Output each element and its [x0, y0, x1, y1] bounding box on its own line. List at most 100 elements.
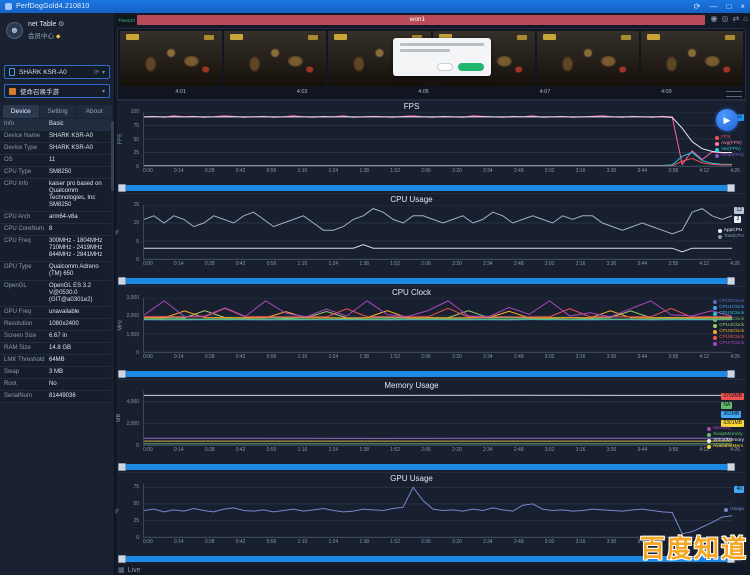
- fps-plot[interactable]: [143, 112, 732, 167]
- play-button[interactable]: ▶: [716, 109, 738, 131]
- info-label: CPU CoreNum: [4, 226, 45, 232]
- compare-icon[interactable]: ⇄: [732, 14, 740, 23]
- y-tick-label: 0: [136, 257, 139, 263]
- legend-item[interactable]: CPU3Clock: [713, 317, 744, 322]
- slider-left-handle[interactable]: [118, 555, 126, 563]
- device-refresh-icon[interactable]: ⟳: [93, 69, 99, 76]
- gpu-usage-plot[interactable]: [143, 484, 732, 538]
- slider-right-handle[interactable]: [727, 184, 735, 192]
- dialog-cancel-button[interactable]: [437, 63, 453, 71]
- legend-item[interactable]: CPU7Clock: [713, 341, 744, 346]
- time-range-slider[interactable]: [118, 370, 735, 378]
- cpu-clock-plot[interactable]: [143, 298, 732, 353]
- time-range-slider[interactable]: [118, 463, 735, 471]
- record-icon[interactable]: ◉: [710, 14, 718, 23]
- legend-item[interactable]: CPU1Clock: [713, 305, 744, 310]
- game-screenshot-thumbnail[interactable]: [120, 31, 223, 86]
- user-avatar[interactable]: ☻: [6, 21, 23, 39]
- legend-item[interactable]: AppCPU: [717, 228, 744, 233]
- phone-icon: [9, 68, 15, 76]
- app-select[interactable]: 使命召唤手游 ▾: [4, 84, 110, 98]
- legend-item[interactable]: Usage: [724, 507, 744, 512]
- time-range-slider[interactable]: [118, 555, 735, 563]
- legend-item[interactable]: VirtualMemory: [707, 438, 744, 443]
- x-tick-label: 3:44: [637, 261, 648, 267]
- info-value: 1080x2400: [49, 321, 79, 327]
- x-tick-label: 3:16: [575, 168, 586, 174]
- game-screenshot-thumbnail[interactable]: [536, 31, 639, 86]
- tab-about[interactable]: About: [76, 105, 113, 118]
- info-row: SerialNum 81449036: [0, 391, 111, 403]
- info-row: CPU Freq 300MHz - 1804MHz 710MHz - 2419MH…: [0, 236, 111, 262]
- time-range-slider[interactable]: [118, 184, 735, 192]
- chart-legend: AppCPU TotalCPU: [717, 228, 744, 239]
- slider-right-handle[interactable]: [727, 277, 735, 285]
- legend-item[interactable]: Drop(FPS): [715, 153, 744, 158]
- legend-item[interactable]: CPU5Clock: [713, 329, 744, 334]
- time-ctrl-tab[interactable]: TimeCtrl: [117, 15, 136, 26]
- legend-item[interactable]: Memory: [707, 426, 744, 431]
- legend-dot: [717, 228, 722, 233]
- slider-right-handle[interactable]: [727, 555, 735, 563]
- legend-item[interactable]: AvailableMem: [707, 444, 744, 449]
- refresh-icon[interactable]: ⟳: [693, 2, 701, 11]
- x-tick-label: 4:26: [730, 539, 740, 545]
- user-profile[interactable]: ☻ net Table ⊙ 会员中心 ◆: [0, 13, 114, 46]
- x-tick-label: 0:56: [266, 447, 277, 453]
- legend-item[interactable]: CPU6Clock: [713, 335, 744, 340]
- dialog-confirm-button[interactable]: [458, 63, 484, 71]
- memory-plot[interactable]: [143, 391, 732, 446]
- verified-icon: ⊙: [58, 21, 65, 28]
- chart-title: CPU Usage: [390, 195, 433, 204]
- device-select[interactable]: SHARK KSR-A0 ⟳ ▾: [4, 65, 110, 79]
- screenshot-icon[interactable]: ◎: [721, 14, 729, 23]
- chart-legend: Usage: [724, 507, 744, 512]
- game-screenshot-thumbnail[interactable]: [640, 31, 744, 86]
- legend-dot: [713, 299, 718, 304]
- tab-setting[interactable]: Setting: [39, 105, 76, 118]
- slider-left-handle[interactable]: [118, 370, 126, 378]
- slider-right-handle[interactable]: [727, 370, 735, 378]
- home-icon[interactable]: ⌂: [743, 14, 748, 23]
- slider-left-handle[interactable]: [118, 463, 126, 471]
- sidebar-scrollbar[interactable]: [111, 121, 114, 191]
- x-tick-label: 1:24: [328, 447, 339, 453]
- game-screenshot-thumbnail[interactable]: [224, 31, 327, 86]
- info-value: SHARK KSR-A0: [49, 145, 94, 151]
- chart-mode-icon[interactable]: ▦: [118, 567, 125, 574]
- legend-item[interactable]: TotalCPU: [717, 234, 744, 239]
- legend-item[interactable]: FPS: [715, 135, 744, 140]
- strip-resize-handle[interactable]: [726, 91, 742, 97]
- legend-item[interactable]: CPU4Clock: [713, 323, 744, 328]
- slider-right-handle[interactable]: [727, 463, 735, 471]
- x-tick-label: 3:30: [606, 354, 617, 360]
- slider-left-handle[interactable]: [118, 184, 126, 192]
- session-progress-bar[interactable]: won1: [137, 15, 705, 25]
- time-range-slider[interactable]: [118, 277, 735, 285]
- watermark: 百度知道: [639, 535, 748, 563]
- legend-label: Avg(FPS): [721, 141, 742, 146]
- x-tick-label: 2:34: [482, 539, 493, 545]
- x-tick-label: 0:42: [235, 447, 246, 453]
- info-value: 64MB: [49, 357, 65, 363]
- slider-left-handle[interactable]: [118, 277, 126, 285]
- tab-device[interactable]: Device: [3, 105, 39, 118]
- user-membership[interactable]: 会员中心 ◆: [28, 33, 61, 40]
- cpu-usage-plot[interactable]: [143, 205, 732, 260]
- x-tick-label: 1:24: [328, 539, 339, 545]
- chevron-down-icon[interactable]: ▾: [101, 69, 105, 76]
- maximize-icon[interactable]: □: [726, 2, 732, 11]
- chevron-down-icon[interactable]: ▾: [101, 88, 105, 95]
- legend-item[interactable]: Var(FPS): [715, 147, 744, 152]
- info-row: CPU Info kaiser pro based on Qualcomm Tec…: [0, 179, 111, 212]
- legend-item[interactable]: SwapMemory: [707, 432, 744, 437]
- close-icon[interactable]: ×: [740, 2, 745, 11]
- legend-item[interactable]: CPU0Clock: [713, 299, 744, 304]
- chart-legend: Memory SwapMemory VirtualMemory AvailableMe…: [707, 426, 744, 449]
- x-tick-label: 2:06: [421, 539, 431, 545]
- x-tick-label: 2:34: [482, 168, 493, 174]
- minimize-icon[interactable]: —: [709, 2, 718, 11]
- legend-item[interactable]: Avg(FPS): [715, 141, 744, 146]
- legend-item[interactable]: CPU2Clock: [713, 311, 744, 316]
- x-tick-label: 4:26: [730, 354, 740, 360]
